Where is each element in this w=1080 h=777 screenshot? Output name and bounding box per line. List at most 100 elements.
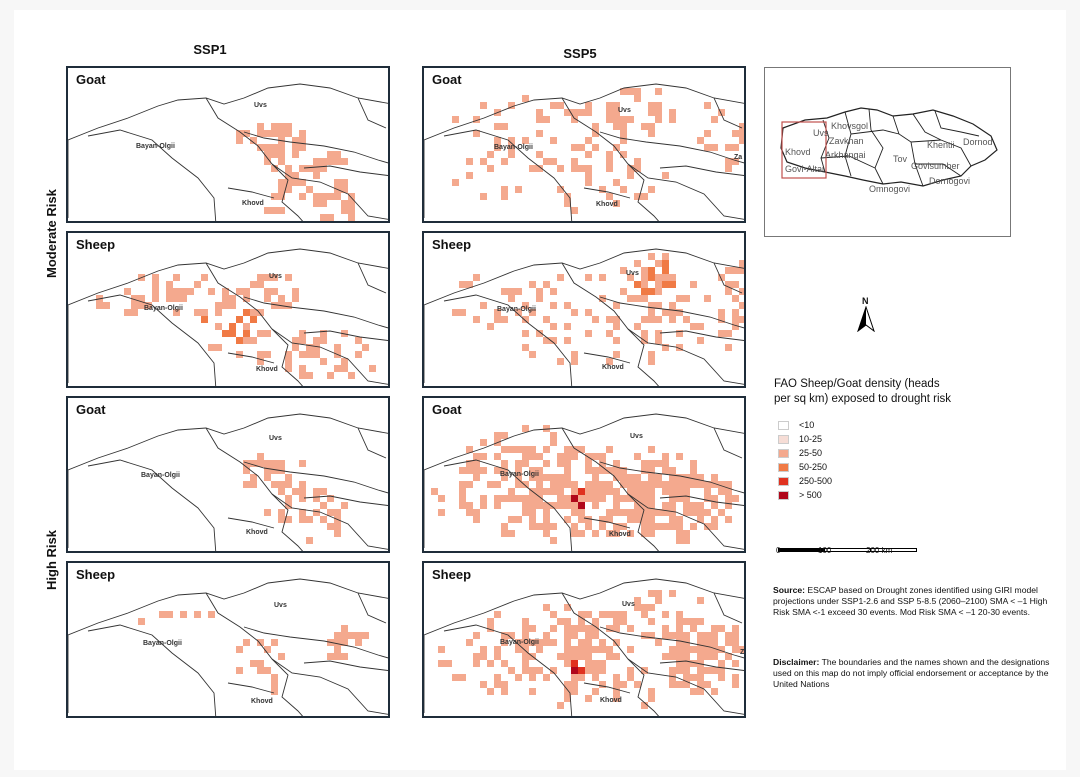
density-cell	[501, 288, 508, 295]
density-cell	[648, 516, 655, 523]
density-cell	[697, 502, 704, 509]
density-cell	[613, 116, 620, 123]
density-cell	[592, 646, 599, 653]
density-cell	[578, 611, 585, 618]
density-cell	[501, 446, 508, 453]
region-label-khovd: Khovd	[251, 698, 273, 705]
admin-boundary	[271, 328, 304, 386]
density-cell	[529, 281, 536, 288]
density-cell	[718, 481, 725, 488]
density-cell	[480, 681, 487, 688]
density-cell	[571, 358, 578, 365]
density-cell	[550, 481, 557, 488]
density-cell	[690, 281, 697, 288]
density-cell	[264, 467, 271, 474]
admin-boundary	[627, 163, 660, 221]
density-cell	[669, 509, 676, 516]
density-cell	[578, 674, 585, 681]
density-cell	[578, 165, 585, 172]
density-cell	[508, 102, 515, 109]
inset-label: Khovd	[785, 147, 811, 157]
density-cell	[264, 667, 271, 674]
admin-boundary	[583, 682, 631, 694]
density-cell	[515, 288, 522, 295]
density-cell	[494, 646, 501, 653]
map-panel-goat-ssp5-high: Goat Uvs Bayan-Olgii Khovd	[422, 396, 746, 553]
density-cell	[292, 488, 299, 495]
density-cell	[348, 207, 355, 214]
density-cell	[739, 316, 744, 323]
admin-boundary	[561, 427, 744, 550]
inset-label: Dornogovi	[929, 176, 971, 186]
region-label-bayan-olgii: Bayan-Olgii	[141, 472, 180, 479]
density-cell	[494, 502, 501, 509]
admin-boundary	[713, 262, 743, 294]
admin-boundary	[227, 517, 275, 529]
density-cell	[327, 509, 334, 516]
density-cell	[606, 530, 613, 537]
density-cell	[732, 625, 739, 632]
density-cell	[676, 681, 683, 688]
density-cell	[264, 130, 271, 137]
density-cell	[718, 274, 725, 281]
density-cell	[459, 309, 466, 316]
density-cell	[725, 330, 732, 337]
admin-boundary	[443, 294, 573, 386]
density-cell	[641, 516, 648, 523]
density-cell	[592, 625, 599, 632]
density-cell	[571, 158, 578, 165]
admin-boundary	[227, 682, 275, 694]
density-cell	[662, 453, 669, 460]
density-cell	[278, 516, 285, 523]
density-cell	[669, 274, 676, 281]
density-cell	[508, 667, 515, 674]
density-cell	[676, 481, 683, 488]
density-cell	[236, 288, 243, 295]
density-cell	[634, 509, 641, 516]
density-cell	[487, 481, 494, 488]
density-cell	[585, 274, 592, 281]
density-cell	[194, 309, 201, 316]
density-cell	[501, 186, 508, 193]
admin-boundary	[303, 330, 388, 341]
density-cell	[634, 495, 641, 502]
density-cell	[487, 323, 494, 330]
density-cell	[306, 537, 313, 544]
density-cell	[306, 186, 313, 193]
density-cell	[641, 330, 648, 337]
density-cell	[313, 509, 320, 516]
density-cell	[585, 625, 592, 632]
density-cell	[334, 158, 341, 165]
density-cell	[669, 681, 676, 688]
density-cell	[711, 474, 718, 481]
admin-boundary	[205, 97, 388, 220]
density-cell	[271, 130, 278, 137]
region-label-bayan-olgii: Bayan-Olgii	[494, 144, 533, 151]
density-cell	[585, 467, 592, 474]
density-cell	[627, 516, 634, 523]
density-cell	[250, 474, 257, 481]
density-cell	[662, 502, 669, 509]
region-label-khovd: Khovd	[596, 201, 618, 208]
density-cell	[522, 425, 529, 432]
density-cell	[501, 523, 508, 530]
density-cell	[529, 309, 536, 316]
density-cell	[613, 674, 620, 681]
density-cell	[662, 172, 669, 179]
density-cell	[641, 288, 648, 295]
density-cell	[341, 632, 348, 639]
density-cell	[473, 116, 480, 123]
density-cell	[445, 660, 452, 667]
density-cell	[690, 625, 697, 632]
density-cell	[662, 611, 669, 618]
density-cell	[299, 337, 306, 344]
density-cell	[473, 516, 480, 523]
density-cell	[627, 172, 634, 179]
density-cell	[585, 667, 592, 674]
density-cell	[655, 281, 662, 288]
density-cell	[292, 144, 299, 151]
density-cell	[522, 481, 529, 488]
admin-boundary	[424, 413, 744, 548]
density-cell	[522, 509, 529, 516]
density-cell	[550, 158, 557, 165]
